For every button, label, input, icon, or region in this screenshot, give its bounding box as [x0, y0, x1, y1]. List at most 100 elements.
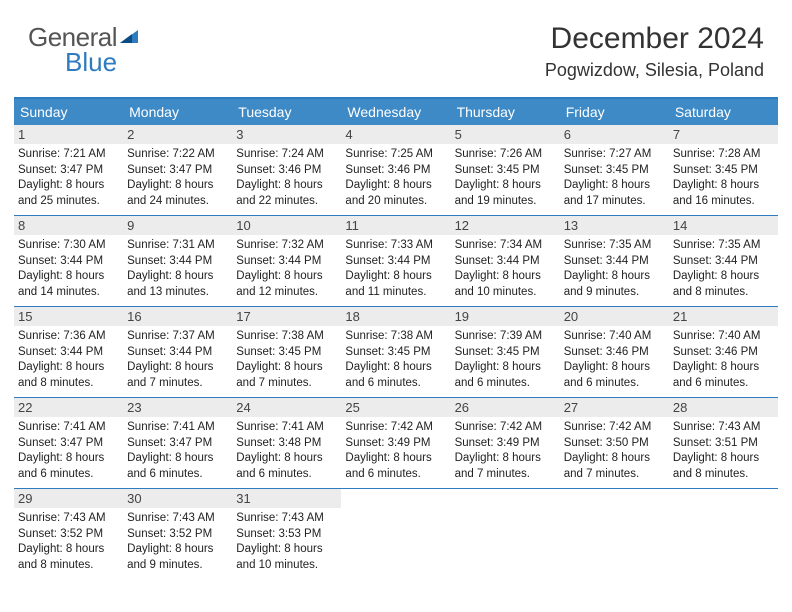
day-number: 22: [14, 398, 123, 417]
sunset-line: Sunset: 3:47 PM: [18, 436, 119, 452]
day-cell: 13Sunrise: 7:35 AMSunset: 3:44 PMDayligh…: [560, 216, 669, 306]
sunrise-line: Sunrise: 7:28 AM: [673, 147, 774, 163]
day-number: 8: [14, 216, 123, 235]
week-row: 15Sunrise: 7:36 AMSunset: 3:44 PMDayligh…: [14, 307, 778, 398]
sunrise-line: Sunrise: 7:34 AM: [455, 238, 556, 254]
sunset-line: Sunset: 3:44 PM: [127, 254, 228, 270]
day-cell: 4Sunrise: 7:25 AMSunset: 3:46 PMDaylight…: [341, 125, 450, 215]
daylight-line: Daylight: 8 hours and 7 minutes.: [236, 360, 337, 391]
daylight-line: Daylight: 8 hours and 25 minutes.: [18, 178, 119, 209]
day-cell: 22Sunrise: 7:41 AMSunset: 3:47 PMDayligh…: [14, 398, 123, 488]
sunrise-line: Sunrise: 7:26 AM: [455, 147, 556, 163]
sunrise-line: Sunrise: 7:43 AM: [236, 511, 337, 527]
dayhead-saturday: Saturday: [669, 99, 778, 125]
day-cell: 2Sunrise: 7:22 AMSunset: 3:47 PMDaylight…: [123, 125, 232, 215]
day-number: 26: [451, 398, 560, 417]
daylight-line: Daylight: 8 hours and 19 minutes.: [455, 178, 556, 209]
day-number: 23: [123, 398, 232, 417]
daylight-line: Daylight: 8 hours and 6 minutes.: [455, 360, 556, 391]
header: General December 2024 Pogwizdow, Silesia…: [0, 0, 792, 91]
day-number: 4: [341, 125, 450, 144]
day-cell: 17Sunrise: 7:38 AMSunset: 3:45 PMDayligh…: [232, 307, 341, 397]
week-row: 1Sunrise: 7:21 AMSunset: 3:47 PMDaylight…: [14, 125, 778, 216]
sunrise-line: Sunrise: 7:40 AM: [564, 329, 665, 345]
sunset-line: Sunset: 3:45 PM: [564, 163, 665, 179]
sunset-line: Sunset: 3:44 PM: [564, 254, 665, 270]
sunrise-line: Sunrise: 7:41 AM: [18, 420, 119, 436]
day-cell: 23Sunrise: 7:41 AMSunset: 3:47 PMDayligh…: [123, 398, 232, 488]
day-number: 2: [123, 125, 232, 144]
day-number: 10: [232, 216, 341, 235]
dayhead-friday: Friday: [560, 99, 669, 125]
title-block: December 2024 Pogwizdow, Silesia, Poland: [545, 22, 764, 81]
day-number: 5: [451, 125, 560, 144]
day-number: 30: [123, 489, 232, 508]
day-cell: 14Sunrise: 7:35 AMSunset: 3:44 PMDayligh…: [669, 216, 778, 306]
sunset-line: Sunset: 3:49 PM: [345, 436, 446, 452]
day-number: 11: [341, 216, 450, 235]
daylight-line: Daylight: 8 hours and 12 minutes.: [236, 269, 337, 300]
day-number: 29: [14, 489, 123, 508]
sunrise-line: Sunrise: 7:43 AM: [18, 511, 119, 527]
day-number: 25: [341, 398, 450, 417]
daylight-line: Daylight: 8 hours and 16 minutes.: [673, 178, 774, 209]
sunset-line: Sunset: 3:44 PM: [236, 254, 337, 270]
daylight-line: Daylight: 8 hours and 13 minutes.: [127, 269, 228, 300]
day-cell: [669, 489, 778, 579]
day-cell: [560, 489, 669, 579]
sunrise-line: Sunrise: 7:35 AM: [673, 238, 774, 254]
sunset-line: Sunset: 3:51 PM: [673, 436, 774, 452]
day-cell: [341, 489, 450, 579]
daylight-line: Daylight: 8 hours and 17 minutes.: [564, 178, 665, 209]
sunset-line: Sunset: 3:44 PM: [673, 254, 774, 270]
daylight-line: Daylight: 8 hours and 20 minutes.: [345, 178, 446, 209]
day-number: 7: [669, 125, 778, 144]
daylight-line: Daylight: 8 hours and 8 minutes.: [673, 451, 774, 482]
sunset-line: Sunset: 3:45 PM: [455, 345, 556, 361]
sunrise-line: Sunrise: 7:42 AM: [345, 420, 446, 436]
sunrise-line: Sunrise: 7:24 AM: [236, 147, 337, 163]
sunset-line: Sunset: 3:48 PM: [236, 436, 337, 452]
sunrise-line: Sunrise: 7:42 AM: [564, 420, 665, 436]
daylight-line: Daylight: 8 hours and 22 minutes.: [236, 178, 337, 209]
dayhead-thursday: Thursday: [451, 99, 560, 125]
sunrise-line: Sunrise: 7:42 AM: [455, 420, 556, 436]
sunset-line: Sunset: 3:46 PM: [673, 345, 774, 361]
location: Pogwizdow, Silesia, Poland: [545, 60, 764, 81]
day-cell: 3Sunrise: 7:24 AMSunset: 3:46 PMDaylight…: [232, 125, 341, 215]
day-cell: 29Sunrise: 7:43 AMSunset: 3:52 PMDayligh…: [14, 489, 123, 579]
daylight-line: Daylight: 8 hours and 8 minutes.: [18, 360, 119, 391]
sunset-line: Sunset: 3:44 PM: [127, 345, 228, 361]
sunset-line: Sunset: 3:45 PM: [455, 163, 556, 179]
daylight-line: Daylight: 8 hours and 6 minutes.: [345, 451, 446, 482]
day-cell: 11Sunrise: 7:33 AMSunset: 3:44 PMDayligh…: [341, 216, 450, 306]
sunrise-line: Sunrise: 7:21 AM: [18, 147, 119, 163]
daylight-line: Daylight: 8 hours and 10 minutes.: [236, 542, 337, 573]
sunrise-line: Sunrise: 7:37 AM: [127, 329, 228, 345]
day-number: 24: [232, 398, 341, 417]
daylight-line: Daylight: 8 hours and 11 minutes.: [345, 269, 446, 300]
day-cell: 31 Sunrise: 7:43 AMSunset: 3:53 PMDayligh…: [232, 489, 341, 579]
daylight-line: Daylight: 8 hours and 8 minutes.: [18, 542, 119, 573]
day-number: 12: [451, 216, 560, 235]
sunset-line: Sunset: 3:46 PM: [564, 345, 665, 361]
day-cell: 26Sunrise: 7:42 AMSunset: 3:49 PMDayligh…: [451, 398, 560, 488]
day-number: 31: [232, 489, 341, 508]
day-cell: 15Sunrise: 7:36 AMSunset: 3:44 PMDayligh…: [14, 307, 123, 397]
day-cell: [451, 489, 560, 579]
day-cell: 24Sunrise: 7:41 AMSunset: 3:48 PMDayligh…: [232, 398, 341, 488]
daylight-line: Daylight: 8 hours and 24 minutes.: [127, 178, 228, 209]
day-number: 17: [232, 307, 341, 326]
sunset-line: Sunset: 3:47 PM: [18, 163, 119, 179]
day-number: 14: [669, 216, 778, 235]
daylight-line: Daylight: 8 hours and 7 minutes.: [127, 360, 228, 391]
day-number: 28: [669, 398, 778, 417]
logo-text-blue: Blue: [65, 47, 117, 78]
sunset-line: Sunset: 3:47 PM: [127, 163, 228, 179]
sunset-line: Sunset: 3:53 PM: [236, 527, 337, 543]
day-cell: 25 Sunrise: 7:42 AMSunset: 3:49 PMDayligh…: [341, 398, 450, 488]
day-cell: 10Sunrise: 7:32 AMSunset: 3:44 PMDayligh…: [232, 216, 341, 306]
day-number: 3: [232, 125, 341, 144]
sunrise-line: Sunrise: 7:25 AM: [345, 147, 446, 163]
day-number: 13: [560, 216, 669, 235]
